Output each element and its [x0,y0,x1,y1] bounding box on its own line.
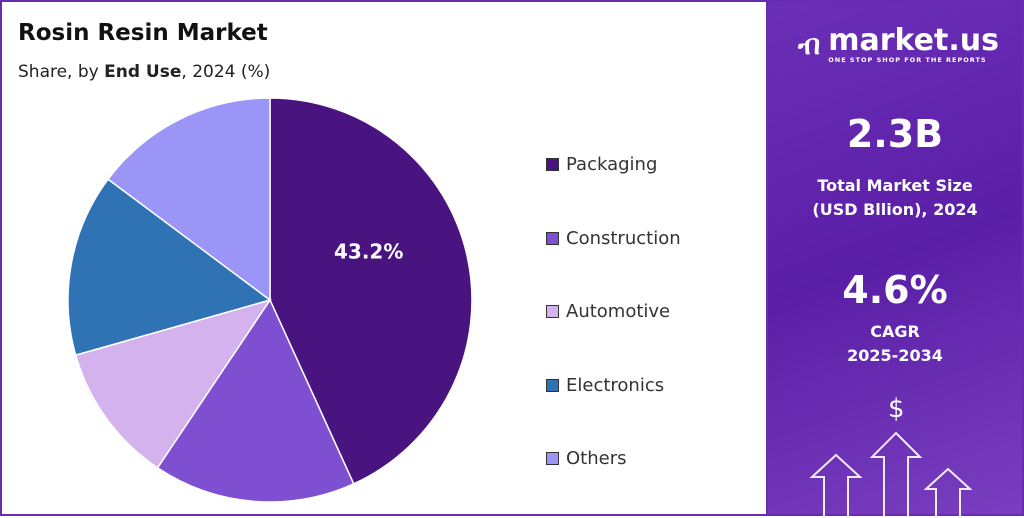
pie-slice-others [107,97,271,302]
pie-slice-construction [156,298,355,503]
legend-swatch [546,158,559,172]
brand-logo: ብ market.us ONE STOP SHOP FOR THE REPORT… [798,23,999,65]
legend-item-packaging: Packaging [546,128,681,202]
chart-subtitle: Share, by End Use, 2024 (%) [18,62,271,82]
legend-swatch [546,452,559,466]
pie-slice-packaging [269,97,473,485]
market-size-label-2: (USD Bllion), 2024 [812,200,978,219]
chart-area: Rosin Resin Market Share, by End Use, 20… [0,0,768,516]
legend-label: Others [566,448,627,470]
legend-swatch [546,378,559,392]
cagr-value: 4.6% [842,268,948,312]
legend-item-construction: Construction [546,202,681,276]
legend-item-others: Others [546,422,681,496]
pie-slice-electronics [67,178,272,357]
dollar-icon: $ [888,394,905,424]
legend: Packaging Construction Automotive Electroni… [546,128,681,496]
legend-item-electronics: Electronics [546,349,681,423]
legend-swatch [546,231,559,245]
legend-label: Electronics [566,374,665,396]
pie-chart: 43.2% [67,97,473,503]
market-size-label-1: Total Market Size [817,176,973,195]
legend-label: Automotive [566,301,671,323]
chart-title: Rosin Resin Market [18,20,268,46]
legend-item-automotive: Automotive [546,275,681,349]
data-label-packaging: 43.2% [334,240,403,264]
cagr-label-2: 2025-2034 [847,346,943,365]
cagr-label-1: CAGR [870,322,920,341]
legend-label: Packaging [566,154,658,176]
legend-label: Construction [566,227,681,249]
market-size-value: 2.3B [846,112,944,156]
growth-arrows-icon [809,431,973,518]
legend-swatch [546,305,559,319]
stats-panel: ብ market.us ONE STOP SHOP FOR THE REPORT… [766,0,1024,518]
logo-icon: ብ [798,28,821,61]
